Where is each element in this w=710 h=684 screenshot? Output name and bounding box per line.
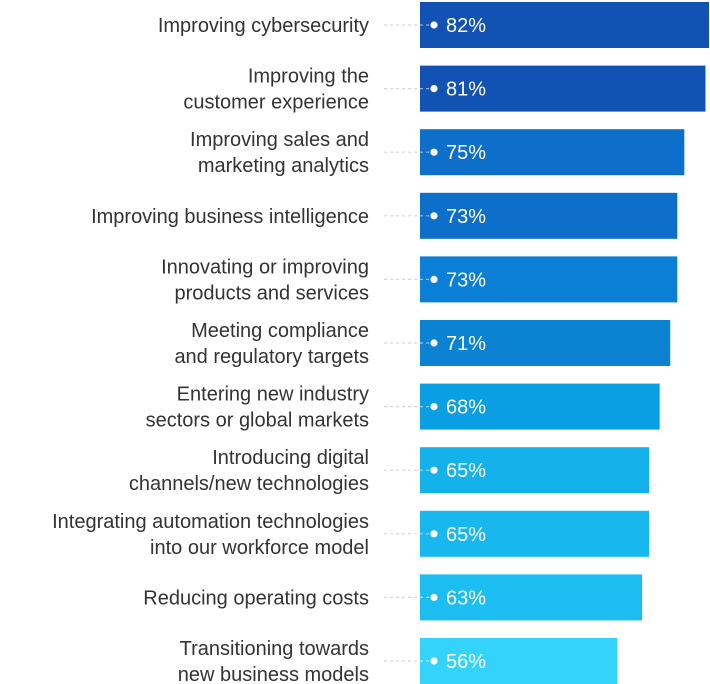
bar-marker-dot xyxy=(430,593,438,602)
bar-marker-dot xyxy=(430,339,438,347)
category-label-line: customer experience xyxy=(183,92,369,114)
category-label: Improving the customer experience xyxy=(183,66,369,114)
bar xyxy=(420,65,706,112)
bar-marker-dot xyxy=(430,212,438,220)
category-label: Reducing operating costs xyxy=(143,587,369,609)
category-label-line: channels/new technologies xyxy=(129,473,369,495)
bar xyxy=(420,383,660,430)
bar-marker-dot xyxy=(430,466,438,474)
category-label: Integrating automation technologies into … xyxy=(52,511,369,559)
category-label-line: Meeting compliance xyxy=(191,320,369,342)
value-label: 63% xyxy=(446,587,486,609)
value-label: 65% xyxy=(446,524,486,546)
value-label: 75% xyxy=(446,142,486,164)
category-label-line: Improving sales and xyxy=(190,129,369,151)
bar xyxy=(420,510,650,557)
chart-rows: Improving cybersecurity 82% Improving the c… xyxy=(52,2,709,684)
bar xyxy=(420,192,678,239)
category-label-line: sectors or global markets xyxy=(146,410,369,432)
bar xyxy=(420,638,618,684)
bar xyxy=(420,256,678,303)
category-label-line: Improving the xyxy=(248,66,369,88)
bar-marker-dot xyxy=(430,85,438,93)
category-label-line: Entering new industry xyxy=(177,384,369,406)
value-label: 56% xyxy=(446,651,486,673)
category-label-line: Transitioning towards xyxy=(180,638,369,660)
category-label: Meeting compliance and regulatory targets xyxy=(174,320,369,368)
value-label: 73% xyxy=(446,206,486,228)
value-label: 65% xyxy=(446,460,486,482)
category-label: Improving cybersecurity xyxy=(158,15,369,37)
category-label-line: Integrating automation technologies xyxy=(52,511,369,533)
category-label-line: Improving business intelligence xyxy=(91,206,369,228)
value-label: 82% xyxy=(446,15,486,37)
value-label: 68% xyxy=(446,397,486,419)
category-label-line: into our workforce model xyxy=(150,537,369,559)
bar xyxy=(420,447,650,494)
category-label-line: Introducing digital xyxy=(212,447,369,469)
bar-marker-dot xyxy=(430,148,438,156)
category-label: Improving sales and marketing analytics xyxy=(190,129,369,177)
bar-marker-dot xyxy=(430,530,438,538)
value-label: 71% xyxy=(446,333,486,355)
bar-marker-dot xyxy=(430,21,438,29)
bar-marker-dot xyxy=(430,657,438,665)
category-label-line: marketing analytics xyxy=(198,155,369,177)
category-label: Improving business intelligence xyxy=(91,206,369,228)
category-label-line: Improving cybersecurity xyxy=(158,15,369,37)
bar xyxy=(420,574,643,621)
category-label-line: new business models xyxy=(178,664,369,684)
category-label: Transitioning towards new business models xyxy=(178,638,369,684)
value-label: 73% xyxy=(446,269,486,291)
bar xyxy=(420,129,685,176)
category-label: Innovating or improving products and serv… xyxy=(161,256,369,304)
bar xyxy=(420,2,709,48)
category-label-line: and regulatory targets xyxy=(174,346,369,368)
category-label-line: Innovating or improving xyxy=(161,256,369,278)
category-label-line: products and services xyxy=(174,282,369,304)
category-label-line: Reducing operating costs xyxy=(143,587,369,609)
bar-marker-dot xyxy=(430,403,438,411)
bar xyxy=(420,320,671,366)
bar-marker-dot xyxy=(430,275,438,283)
category-label: Introducing digital channels/new technolo… xyxy=(129,447,369,495)
value-label: 81% xyxy=(446,79,486,101)
category-label: Entering new industry sectors or global m… xyxy=(146,384,369,432)
